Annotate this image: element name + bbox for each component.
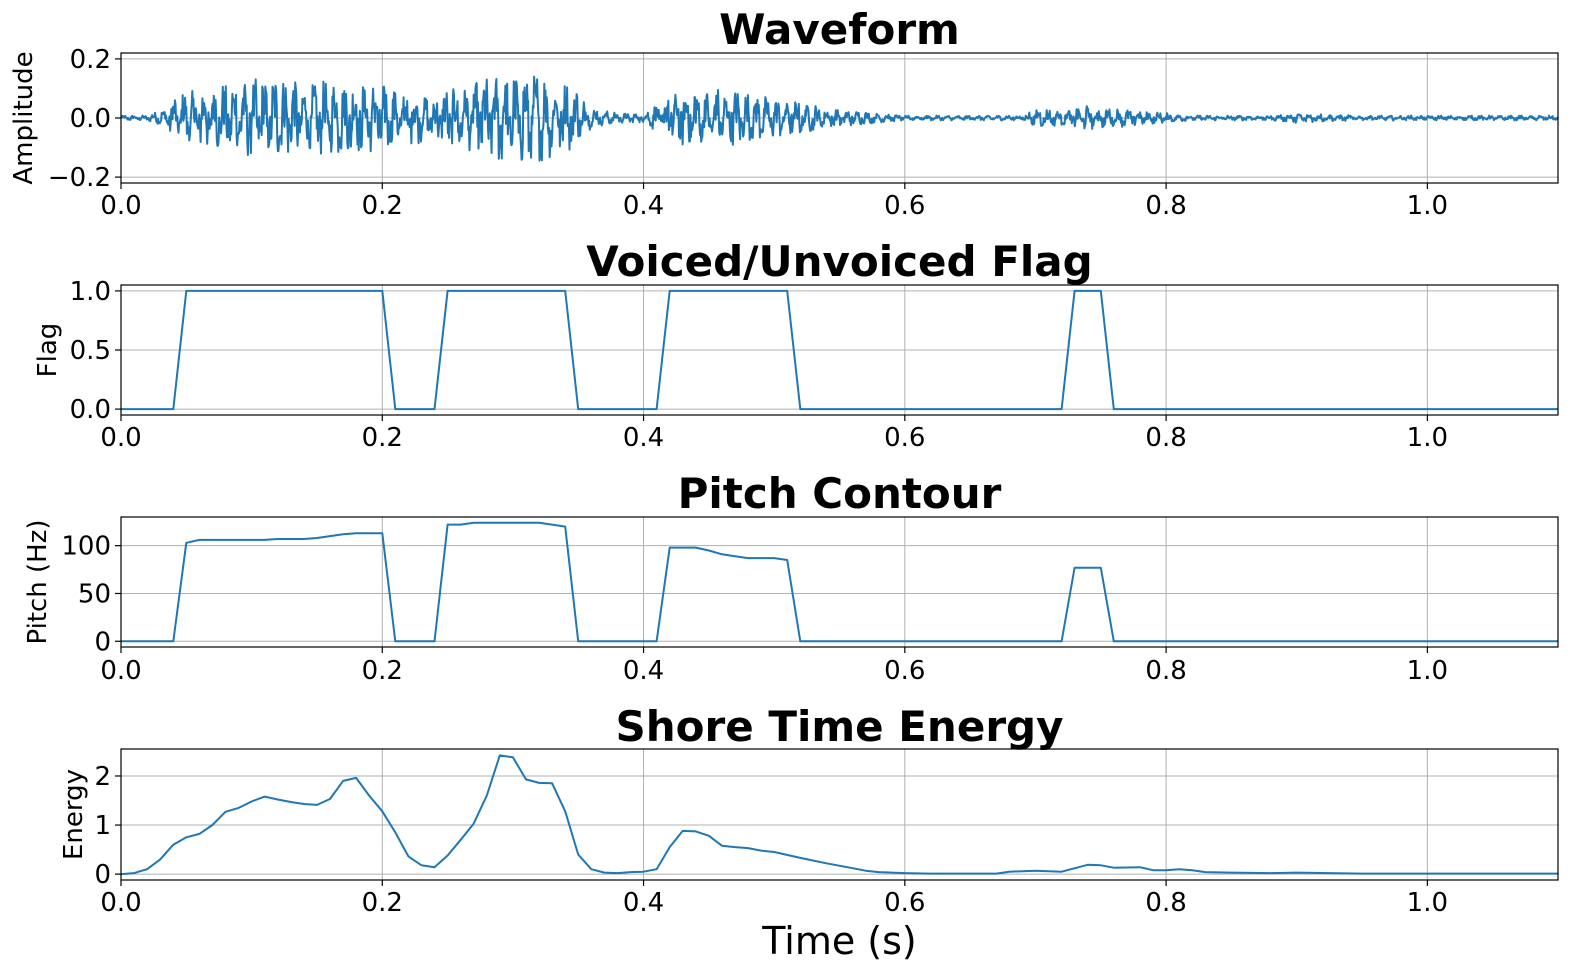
y-tick-label: 0.5 bbox=[70, 336, 111, 366]
panel-3: 0.0 0.2 0.4 0.6 0.8 1.0 0 1 2 Shore Time Energy En… bbox=[59, 702, 1559, 963]
series-line bbox=[121, 289, 1558, 411]
y-tick-label: −0.2 bbox=[48, 163, 111, 193]
x-tick-label: 0.6 bbox=[884, 656, 925, 686]
y-tick-label: 1.0 bbox=[70, 277, 111, 307]
x-tick-label: 0.4 bbox=[623, 423, 664, 453]
x-tick-label: 0.2 bbox=[362, 423, 403, 453]
x-tick-label: 0.0 bbox=[100, 423, 141, 453]
y-tick-label: 0.0 bbox=[70, 104, 111, 134]
chart-title: Pitch Contour bbox=[678, 469, 1002, 518]
x-tick-label: 0.4 bbox=[623, 191, 664, 221]
y-tick-label: 2 bbox=[94, 762, 111, 792]
x-tick-label: 0.8 bbox=[1145, 888, 1186, 918]
x-tick-label: 0.4 bbox=[623, 656, 664, 686]
x-tick-label: 0.2 bbox=[362, 888, 403, 918]
x-tick-label: 0.2 bbox=[362, 656, 403, 686]
x-tick-label: 1.0 bbox=[1407, 656, 1448, 686]
x-tick-label: 0.8 bbox=[1145, 423, 1186, 453]
chart-title: Waveform bbox=[719, 5, 960, 54]
y-tick-label: 0 bbox=[94, 627, 111, 657]
x-tick-label: 0.0 bbox=[100, 888, 141, 918]
y-axis-label: Flag bbox=[33, 323, 63, 378]
chart-title: Voiced/Unvoiced Flag bbox=[586, 237, 1092, 286]
x-tick-label: 0.6 bbox=[884, 191, 925, 221]
axes-frame bbox=[120, 748, 1559, 881]
panel-2: 0.0 0.2 0.4 0.6 0.8 1.0 0 50 100 Pitch Contour Pit… bbox=[23, 469, 1559, 686]
x-tick-label: 0.0 bbox=[100, 656, 141, 686]
x-tick-label: 1.0 bbox=[1407, 423, 1448, 453]
y-tick-label: 0 bbox=[94, 860, 111, 890]
y-tick-label: 0.2 bbox=[70, 45, 111, 75]
y-axis-label: Pitch (Hz) bbox=[23, 519, 53, 644]
panel-0: 0.0 0.2 0.4 0.6 0.8 1.0−0.20.00.2WaveformAmpl… bbox=[9, 5, 1559, 221]
x-tick-label: 0.2 bbox=[362, 191, 403, 221]
x-tick-label: 0.0 bbox=[100, 191, 141, 221]
series-line bbox=[121, 521, 1558, 643]
y-tick-label: 50 bbox=[78, 579, 111, 609]
panel-1: 0.0 0.2 0.4 0.6 0.8 1.0 0.0 0.5 1.0 Voiced/Unvoic… bbox=[33, 237, 1559, 453]
x-tick-label: 0.4 bbox=[623, 888, 664, 918]
x-tick-label: 0.6 bbox=[884, 423, 925, 453]
x-axis-label: Time (s) bbox=[761, 919, 917, 963]
series-line bbox=[120, 75, 1559, 162]
x-tick-label: 1.0 bbox=[1407, 888, 1448, 918]
x-tick-label: 0.6 bbox=[884, 888, 925, 918]
y-tick-label: 1 bbox=[94, 811, 111, 841]
y-axis-label: Energy bbox=[59, 769, 89, 860]
y-axis-label: Amplitude bbox=[9, 51, 39, 184]
chart-title: Shore Time Energy bbox=[616, 702, 1064, 751]
x-tick-label: 0.8 bbox=[1145, 191, 1186, 221]
y-tick-label: 0.0 bbox=[70, 395, 111, 425]
series-line bbox=[120, 754, 1558, 876]
x-tick-label: 1.0 bbox=[1407, 191, 1448, 221]
x-tick-label: 0.8 bbox=[1145, 656, 1186, 686]
y-tick-label: 100 bbox=[61, 532, 111, 562]
axes-frame bbox=[120, 516, 1559, 648]
